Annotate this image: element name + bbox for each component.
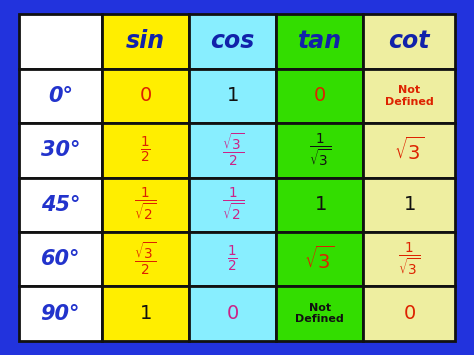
Text: cos: cos bbox=[210, 29, 255, 53]
Text: 30°: 30° bbox=[41, 140, 80, 160]
Text: $0$: $0$ bbox=[226, 304, 239, 323]
Bar bbox=[276, 14, 364, 69]
Text: $\sqrt{3}$: $\sqrt{3}$ bbox=[394, 137, 425, 164]
Bar bbox=[19, 123, 102, 178]
Bar bbox=[102, 123, 189, 178]
Bar bbox=[364, 286, 455, 341]
Text: tan: tan bbox=[298, 29, 342, 53]
Text: Not
Defined: Not Defined bbox=[385, 85, 434, 106]
Text: 45°: 45° bbox=[41, 195, 80, 215]
Bar bbox=[19, 286, 102, 341]
Text: $1$: $1$ bbox=[313, 195, 326, 214]
Bar bbox=[364, 232, 455, 286]
Bar bbox=[102, 178, 189, 232]
Text: $\sqrt{3}$: $\sqrt{3}$ bbox=[304, 246, 335, 273]
Text: Not
Defined: Not Defined bbox=[295, 303, 344, 324]
Bar bbox=[102, 286, 189, 341]
Text: $\frac{1}{2}$: $\frac{1}{2}$ bbox=[228, 244, 238, 274]
Bar bbox=[364, 69, 455, 123]
Bar bbox=[189, 286, 276, 341]
Bar bbox=[276, 178, 364, 232]
Text: $\frac{1}{\sqrt{2}}$: $\frac{1}{\sqrt{2}}$ bbox=[134, 186, 156, 223]
Bar bbox=[102, 69, 189, 123]
Bar bbox=[19, 69, 102, 123]
Bar bbox=[19, 14, 102, 69]
Bar bbox=[189, 232, 276, 286]
Bar bbox=[276, 69, 364, 123]
Bar bbox=[364, 14, 455, 69]
Bar bbox=[276, 232, 364, 286]
Text: $\frac{1}{\sqrt{3}}$: $\frac{1}{\sqrt{3}}$ bbox=[309, 132, 331, 169]
Text: sin: sin bbox=[126, 29, 165, 53]
Bar bbox=[364, 178, 455, 232]
Bar bbox=[276, 123, 364, 178]
Bar bbox=[19, 178, 102, 232]
Text: $\frac{1}{2}$: $\frac{1}{2}$ bbox=[140, 135, 151, 165]
Text: $0$: $0$ bbox=[403, 304, 416, 323]
Bar bbox=[276, 286, 364, 341]
Bar bbox=[189, 178, 276, 232]
Text: $\frac{\sqrt{3}}{2}$: $\frac{\sqrt{3}}{2}$ bbox=[221, 132, 244, 168]
Bar bbox=[102, 14, 189, 69]
Text: $1$: $1$ bbox=[226, 86, 239, 105]
Text: $1$: $1$ bbox=[139, 304, 152, 323]
Bar bbox=[19, 232, 102, 286]
Text: $\frac{\sqrt{3}}{2}$: $\frac{\sqrt{3}}{2}$ bbox=[134, 241, 156, 277]
Bar bbox=[189, 69, 276, 123]
Text: $\frac{1}{\sqrt{2}}$: $\frac{1}{\sqrt{2}}$ bbox=[221, 186, 244, 223]
Text: cot: cot bbox=[389, 29, 430, 53]
Text: $0$: $0$ bbox=[313, 86, 326, 105]
Text: 60°: 60° bbox=[41, 249, 80, 269]
Bar bbox=[189, 123, 276, 178]
Text: $0$: $0$ bbox=[139, 86, 152, 105]
Bar bbox=[364, 123, 455, 178]
Text: $\frac{1}{\sqrt{3}}$: $\frac{1}{\sqrt{3}}$ bbox=[398, 240, 420, 278]
Bar bbox=[102, 232, 189, 286]
Text: 0°: 0° bbox=[48, 86, 73, 106]
Text: $1$: $1$ bbox=[403, 195, 416, 214]
Text: 90°: 90° bbox=[41, 304, 80, 324]
Bar bbox=[189, 14, 276, 69]
